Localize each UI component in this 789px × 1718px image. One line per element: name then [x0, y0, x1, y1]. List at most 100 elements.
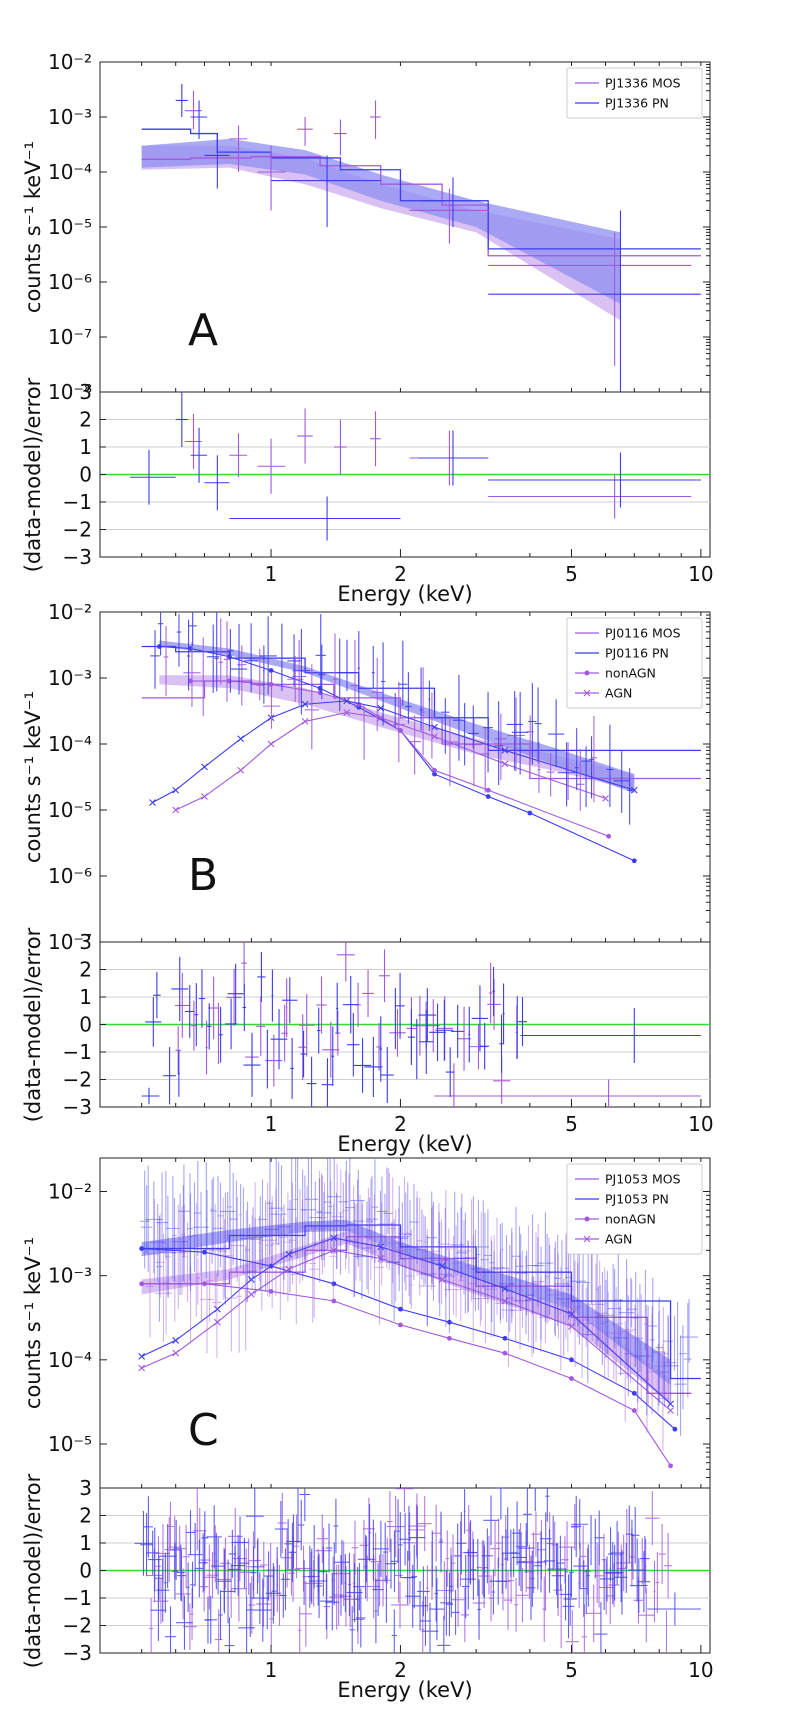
panel-c-pn-residual-point [417, 1566, 430, 1617]
panel-c-legend-label: PJ1053 MOS [605, 1172, 681, 1187]
panel-c-mos-residual-point [544, 1561, 547, 1611]
panel-c-mos-residual-point [596, 1542, 599, 1603]
panel-c-pn-data-point [235, 1180, 237, 1272]
panel-b-pn-residual-point [171, 956, 189, 1022]
panel-c-pn-residual-point [334, 1539, 350, 1585]
panel-c-pn-data-point [642, 1304, 651, 1416]
panel-c-mos-data-point [398, 1176, 411, 1283]
panel-b-mos-agn-marker [267, 740, 275, 748]
panel-b-pn-residual-point [520, 1008, 701, 1063]
panel-c-residual-tick-label: 3 [79, 1476, 92, 1500]
panel-c-pn-residual-point [344, 1554, 347, 1612]
panel-a-x-tick-label: 1 [265, 562, 278, 586]
panel-c-pn-residual-point [276, 1546, 278, 1593]
panel-c-pn-data-point [205, 1162, 208, 1279]
panel-c-mos-residual-point [183, 1603, 197, 1650]
panel-c-pn-data-point [309, 1181, 322, 1247]
panel-c-pn-residual-point [590, 1515, 592, 1566]
panel-b-mos-residual-point [389, 1008, 406, 1057]
panel-c-mos-data-point [657, 1306, 669, 1400]
panel-c-pn-data-point [501, 1222, 504, 1298]
panel-c-mos-residual-point [653, 1560, 656, 1623]
panel-c-pn-data-point [385, 1222, 399, 1305]
panel-c-pn-data-point [430, 1201, 437, 1301]
panel-c-pn-residual-point [630, 1558, 648, 1614]
panel-c-mos-data-point [206, 1250, 213, 1323]
panel-c-pn-residual-point [250, 1546, 257, 1599]
panel-b-pn-data-point [176, 614, 182, 667]
panel-c-pn-residual-point [449, 1555, 453, 1618]
panel-b-y-tick-label: 10⁻⁵ [48, 798, 92, 822]
panel-c-mos-data-point [247, 1215, 257, 1290]
panel-c-pn-data-point [270, 1161, 287, 1246]
panel-c-pn-residual-point [198, 1533, 208, 1593]
panel-c-mos-data-point [146, 1253, 154, 1338]
panel-c-pn-data-point [462, 1212, 469, 1314]
panel-c-pn-data-point [147, 1165, 150, 1272]
panel-c-pn-data-point [186, 1173, 194, 1281]
panel-b-residual-tick-label: −2 [63, 1068, 92, 1092]
panel-b-pn-data-point [627, 768, 632, 825]
panel-c-mos-data-point [530, 1232, 542, 1342]
panel-b-pn-residual-point [163, 1047, 176, 1105]
panel-b-residual-tick-label: −1 [63, 1040, 92, 1064]
panel-c-pn-data-point [631, 1298, 645, 1403]
panel-c-pn-data-point [227, 1160, 233, 1245]
panel-c-mos-data-point [200, 1281, 215, 1354]
panel-b-x-tick-label: 5 [565, 1112, 578, 1136]
panel-c-pn-data-point [145, 1181, 163, 1274]
panel-c-mos-data-point [163, 1252, 169, 1335]
panel-c-pn-data-point [600, 1272, 605, 1366]
panel-b-pn-data-point [315, 614, 326, 694]
panel-c-pn-data-point [548, 1244, 551, 1315]
panel-b-x-tick-label: 2 [394, 1112, 407, 1136]
panel-c-mos-data-point [244, 1246, 247, 1351]
panel-c-mos-residual-point [581, 1604, 588, 1653]
panel-c-pn-residual-point [145, 1530, 160, 1576]
panel-b-pn-residual-point [379, 1016, 383, 1082]
panel-b-pn-residual-point [499, 1014, 504, 1073]
panel-c-mos-data-point [451, 1225, 461, 1318]
panel-a-mos-residual-point [297, 408, 313, 464]
panel-a-pn-residual-point [190, 427, 208, 483]
panel-b-pn-data-point [419, 667, 423, 731]
panel-b-mos-residual-point [285, 978, 288, 1038]
panel-c-pn-nonagn-line [141, 1247, 676, 1430]
panel-c-pn-residual-point [215, 1532, 218, 1590]
panel-a-y-tick-label: 10⁻⁷ [48, 325, 92, 349]
panel-c-mos-agn-marker [138, 1364, 146, 1372]
panel-c-mos-data-point [227, 1211, 233, 1286]
panel-c-pn-data-point [409, 1184, 419, 1280]
panel-c-legend: PJ1053 MOS PJ1053 PN nonAGN AGN [566, 1163, 703, 1255]
panel-c-mos-data-point [154, 1233, 173, 1343]
panel-c-pn-data-point [492, 1251, 496, 1337]
panel-c-mos-residual-point [214, 1609, 223, 1653]
panel-c-mos-residual-point [421, 1601, 425, 1653]
panel-c-mos-agn-marker [213, 1318, 221, 1326]
panel-c-mos-data-point [284, 1192, 292, 1302]
panel-c-pn-data-point [451, 1212, 465, 1276]
panel-c-pn-residual-point [263, 1551, 274, 1601]
panel-c-pn-residual-point [164, 1552, 167, 1613]
panel-c-pn-nonagn-marker [139, 1246, 145, 1251]
panel-c-pn-residual-point [143, 1496, 153, 1558]
panel-c-legend-label: nonAGN [605, 1212, 656, 1227]
panel-c-mos-data-point [465, 1240, 470, 1313]
panel-c-pn-data-point [316, 1191, 332, 1260]
panel-c-residual-tick-label: −2 [63, 1614, 92, 1638]
panel-a-residual-tick-label: 3 [79, 380, 92, 404]
panel-c-pn-data-point [626, 1278, 637, 1328]
panel-c-pn-data-point [371, 1159, 379, 1263]
panel-c-pn-data-point [172, 1198, 177, 1281]
panel-c-mos-data-point [378, 1167, 395, 1269]
panel-b-pn-agn-marker [431, 723, 438, 731]
panel-c-pn-residual-point [325, 1574, 340, 1631]
panel-c-mos-data-point [273, 1214, 288, 1320]
panel-b-pn-data-point [463, 703, 466, 766]
panel-b-mos-residual-point [452, 1063, 456, 1107]
panel-c-mos-data-point [358, 1194, 362, 1282]
panel-c-pn-residual-point [600, 1556, 615, 1602]
panel-c-pn-residual-point [569, 1547, 574, 1598]
panel-c-mos-data-point [349, 1186, 358, 1298]
panel-c-pn-data-point [480, 1212, 490, 1300]
